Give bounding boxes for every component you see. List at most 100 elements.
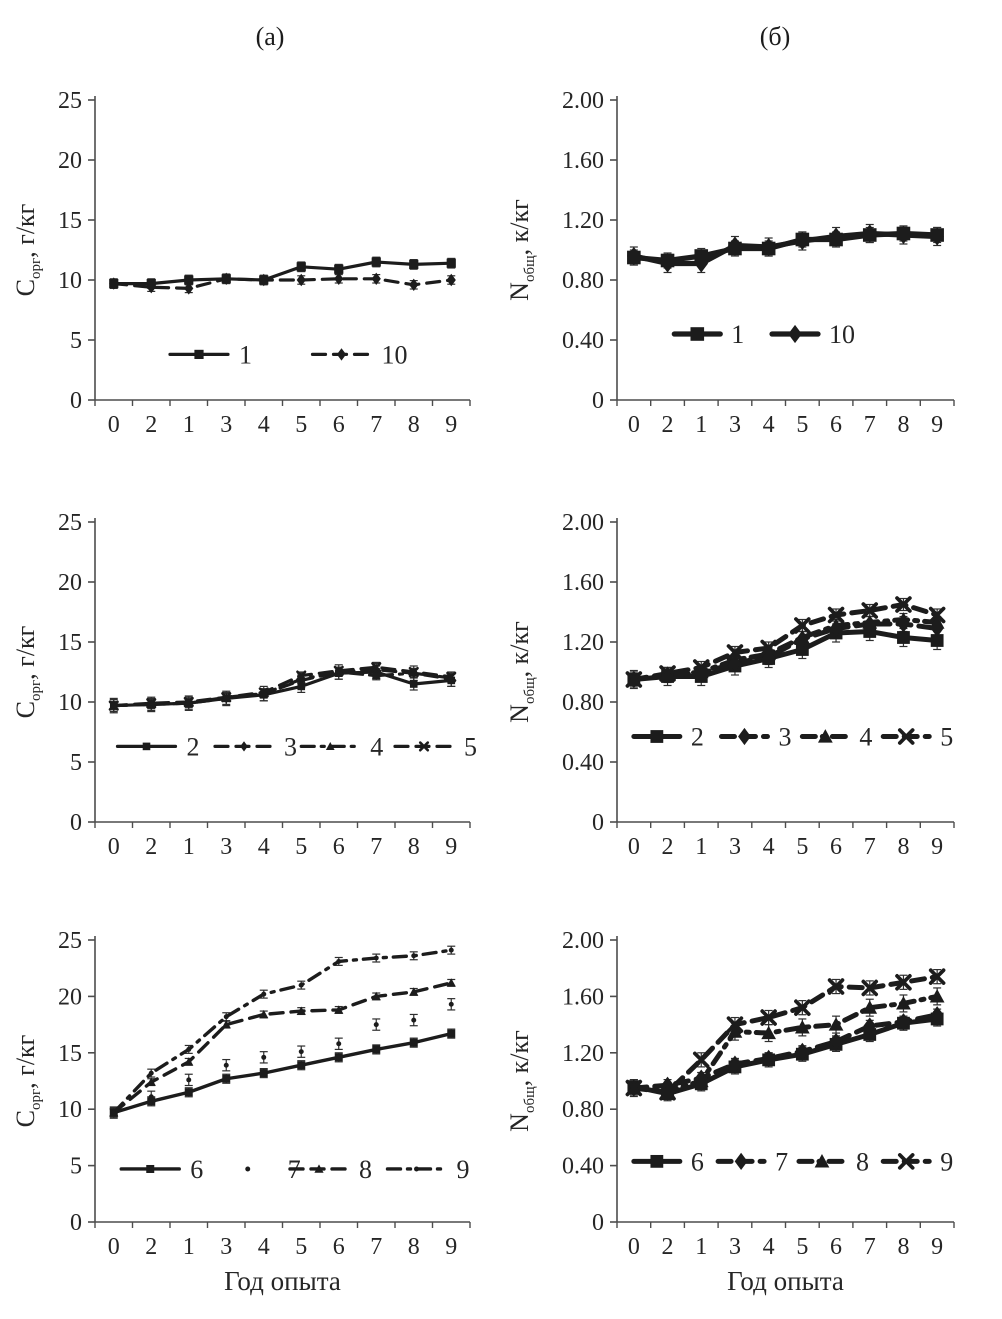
x-axis-title: Год опыта xyxy=(224,1266,341,1296)
x-tick-label: 1 xyxy=(695,834,707,860)
triangle-marker-icon xyxy=(146,1077,156,1086)
x-marker-icon xyxy=(625,1079,643,1097)
series-line-2 xyxy=(112,670,453,708)
chart-ntotal-plots-1-10: 0 0.40 0.80 1.20 1.60 2.00 0 2 1 3 4 5 6 7 8 9 Nобщ, к/к… xyxy=(502,78,1002,450)
x-tick-label: 7 xyxy=(370,412,382,438)
series-line-5 xyxy=(631,602,940,682)
square-marker-icon xyxy=(147,1097,156,1106)
y-tick-label: 0 xyxy=(70,810,82,836)
y-tick-label: 2.00 xyxy=(562,928,604,954)
triangle-marker-icon xyxy=(814,1154,830,1168)
x-marker-icon xyxy=(183,696,194,708)
diamond-marker-icon xyxy=(372,664,381,675)
square-marker-icon xyxy=(259,1069,268,1078)
chart-corg-plots-6-9: 0 5 10 15 20 25 0 2 1 3 4 5 6 7 8 9 Cорг, г/кг Год опыта 6… xyxy=(0,912,500,1300)
triangle-marker-icon xyxy=(296,674,306,683)
x-tick-label: 5 xyxy=(295,412,307,438)
y-tick-label: 0.80 xyxy=(562,268,604,294)
x-tick-label: 0 xyxy=(108,1234,120,1260)
y-tick-label: 2.00 xyxy=(562,510,604,536)
x-tick-label: 2 xyxy=(145,834,157,860)
x-marker-icon xyxy=(928,968,946,985)
x-tick-label: 2 xyxy=(662,412,674,438)
legend-item-6: 6 xyxy=(631,1147,704,1176)
triangle-marker-icon xyxy=(371,671,381,680)
series-line-8 xyxy=(112,981,453,1115)
x-tick-label: 3 xyxy=(729,834,741,860)
x-tick-label: 0 xyxy=(628,1234,640,1260)
y-tick-label: 1.20 xyxy=(562,1041,604,1067)
x-marker-icon xyxy=(827,978,845,995)
diamond-marker-icon xyxy=(259,273,269,287)
legend-item-1: 1 xyxy=(168,340,252,369)
x-tick-label: 6 xyxy=(333,834,345,860)
y-tick-label: 1.60 xyxy=(562,984,604,1010)
series-line-7 xyxy=(631,1012,940,1091)
chart-corg-plots-2-5: 0 5 10 15 20 25 0 2 1 3 4 5 6 7 8 9 Cорг, г/кг 2 3 4 5 xyxy=(0,498,500,868)
square-marker-icon xyxy=(297,1061,306,1070)
x-marker-icon xyxy=(928,606,946,624)
y-tick-label: 25 xyxy=(58,88,82,114)
triangle-marker-icon xyxy=(862,1000,878,1014)
x-marker-icon xyxy=(760,1009,777,1026)
square-marker-icon xyxy=(897,631,910,644)
diamond-marker-icon xyxy=(795,231,810,251)
legend-label: 4 xyxy=(859,723,872,752)
diamond-marker-icon xyxy=(446,273,456,287)
triangle-marker-icon xyxy=(761,646,777,661)
square-marker-icon xyxy=(372,1045,381,1054)
x-tick-label: 4 xyxy=(258,834,270,860)
x-tick-label: 9 xyxy=(445,412,457,438)
legend-item-2: 2 xyxy=(115,732,200,761)
dot-marker-icon xyxy=(298,1049,304,1055)
y-tick-label: 1.60 xyxy=(562,148,604,174)
diamond-marker-icon xyxy=(371,272,381,286)
x-tick-label: 9 xyxy=(931,1234,943,1260)
x-tick-label: 5 xyxy=(295,834,307,860)
square-marker-icon xyxy=(194,349,204,359)
square-marker-icon xyxy=(146,1164,155,1173)
triangle-marker-icon xyxy=(446,978,456,987)
dot-marker-icon xyxy=(186,1046,192,1052)
x-tick-label: 4 xyxy=(763,834,775,860)
x-tick-label: 4 xyxy=(763,1234,775,1260)
square-marker-icon xyxy=(296,262,306,272)
x-tick-label: 9 xyxy=(931,412,943,438)
diamond-marker-icon xyxy=(734,1152,748,1171)
x-marker-icon xyxy=(333,665,344,676)
x-tick-label: 5 xyxy=(295,1234,307,1260)
y-tick-label: 10 xyxy=(58,268,82,294)
x-marker-icon xyxy=(692,659,710,676)
legend-item-3: 3 xyxy=(213,732,297,761)
square-marker-icon xyxy=(371,257,381,267)
x-tick-label: 2 xyxy=(662,834,674,860)
square-marker-icon xyxy=(222,1074,231,1083)
legend-label: 1 xyxy=(731,320,744,349)
legend-label: 5 xyxy=(940,723,953,752)
triangle-marker-icon xyxy=(296,1006,306,1015)
x-marker-icon xyxy=(146,698,157,709)
x-tick-label: 1 xyxy=(695,1234,707,1260)
legend-label: 2 xyxy=(691,723,704,752)
y-tick-label: 15 xyxy=(58,208,82,234)
legend-label: 6 xyxy=(691,1147,704,1176)
y-tick-label: 1.60 xyxy=(562,570,604,596)
x-marker-icon xyxy=(296,670,307,681)
square-marker-icon xyxy=(334,264,344,274)
x-tick-label: 8 xyxy=(408,412,420,438)
series-line-5 xyxy=(112,665,453,708)
x-marker-icon xyxy=(897,1153,915,1170)
x-marker-icon xyxy=(861,602,879,619)
x-marker-icon xyxy=(794,999,811,1016)
square-marker-icon xyxy=(409,259,419,269)
x-tick-label: 3 xyxy=(220,834,232,860)
dot-marker-icon xyxy=(261,991,267,997)
dot-marker-icon xyxy=(448,1001,454,1007)
x-marker-icon xyxy=(726,644,744,661)
legend-label: 7 xyxy=(775,1147,788,1176)
x-tick-label: 3 xyxy=(729,1234,741,1260)
diamond-marker-icon xyxy=(863,1017,877,1035)
x-marker-icon xyxy=(408,666,419,678)
y-tick-label: 5 xyxy=(70,750,82,776)
